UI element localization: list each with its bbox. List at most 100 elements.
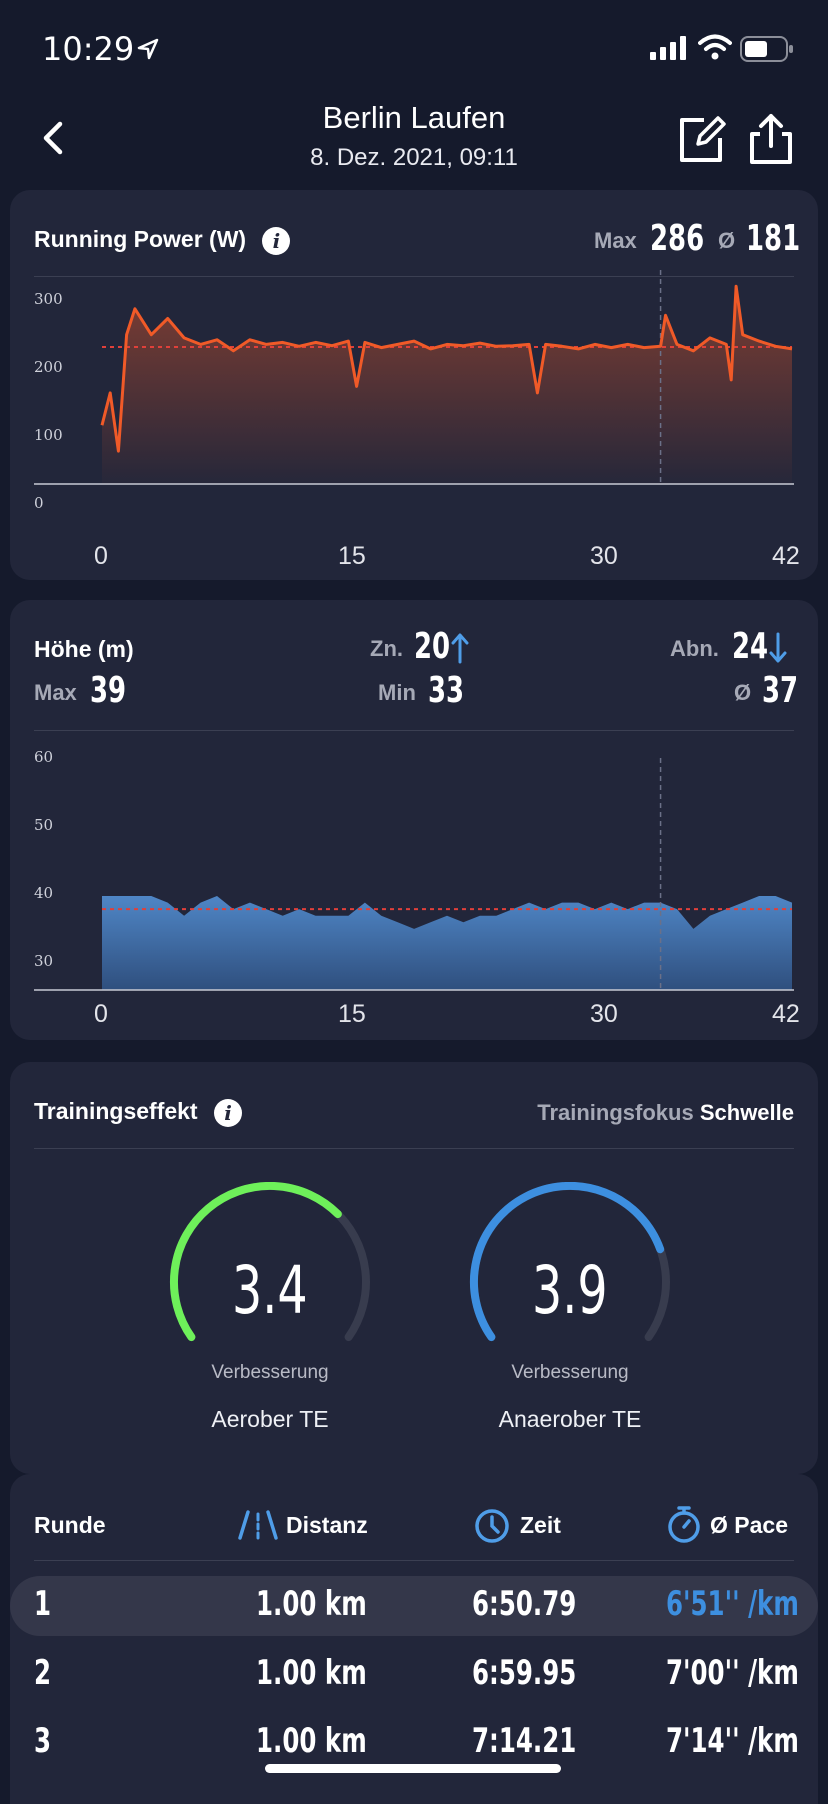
- distance-road-icon: [238, 1510, 278, 1540]
- gauge-fill: [469, 1182, 665, 1342]
- elev-avg-value: 37: [762, 670, 799, 711]
- gain-label: Zn.: [370, 636, 403, 661]
- elevation-chart: [34, 758, 794, 991]
- elevation-area: [102, 896, 792, 990]
- back-chevron-icon[interactable]: [30, 110, 74, 166]
- info-icon[interactable]: i: [214, 1098, 242, 1127]
- page-title: Berlin Laufen: [322, 100, 506, 135]
- loss-value: 24: [732, 626, 769, 667]
- power-avg-label: Ø: [718, 228, 736, 253]
- lap-distance: 1.00 km: [256, 1721, 367, 1761]
- y-tick: 0: [34, 494, 44, 512]
- x-tick: 30: [590, 542, 618, 570]
- elev-max-value: 39: [90, 670, 127, 711]
- y-tick: 30: [34, 952, 54, 970]
- focus-value: Schwelle: [699, 1100, 794, 1125]
- elev-max-label: Max: [34, 680, 77, 705]
- elevation-title: Höhe (m): [34, 636, 134, 662]
- time-header: Zeit: [520, 1512, 561, 1538]
- divider: [34, 730, 794, 731]
- loss-label: Abn.: [670, 636, 719, 661]
- location-arrow-icon: [137, 38, 159, 60]
- info-icon[interactable]: i: [262, 226, 291, 255]
- training-effect-card: Trainingseffekt i Trainingsfokus Schwell…: [10, 1062, 818, 1474]
- x-tick: 30: [590, 1000, 618, 1028]
- elevation-card: Höhe (m) Zn. 20 Abn. 24 Max 39 Min 33 Ø …: [10, 600, 818, 1040]
- elev-avg-label: Ø: [734, 680, 752, 705]
- aerobic-label: Aerober TE: [211, 1406, 329, 1432]
- wifi-icon: [698, 34, 732, 60]
- anaerobic-status: Verbesserung: [511, 1362, 629, 1383]
- x-tick: 15: [338, 1000, 366, 1028]
- home-indicator[interactable]: [265, 1764, 561, 1773]
- divider: [34, 1560, 794, 1561]
- lap-header: Runde: [34, 1512, 106, 1538]
- elev-min-label: Min: [378, 680, 416, 705]
- pace-header: Ø Pace: [710, 1512, 788, 1538]
- power-line: [100, 284, 793, 453]
- y-tick: 200: [34, 358, 63, 376]
- focus-label: Trainingsfokus: [537, 1100, 694, 1125]
- arrow-down-icon: [769, 632, 787, 663]
- power-title-row: Running Power (W) i: [34, 226, 291, 255]
- share-icon[interactable]: [744, 112, 798, 166]
- arrow-up-icon: [451, 633, 469, 664]
- power-stats: Max 286 Ø 181: [584, 218, 804, 262]
- aerobic-value: 3.4: [232, 1252, 308, 1329]
- distance-header: Distanz: [286, 1512, 368, 1538]
- x-tick: 15: [338, 542, 366, 570]
- lap-number: 3: [34, 1721, 52, 1761]
- lap-time: 6:59.95: [472, 1653, 577, 1693]
- x-tick: 0: [94, 1000, 108, 1028]
- power-max-label: Max: [594, 228, 637, 253]
- anaerobic-gauge: [469, 1182, 670, 1342]
- y-tick: 50: [34, 816, 54, 834]
- anaerobic-label: Anaerober TE: [498, 1406, 642, 1432]
- power-chart: [34, 270, 794, 485]
- clock-icon: [475, 1509, 509, 1543]
- table-row[interactable]: 2 1.00 km 6:59.95 7'00'' /km: [10, 1645, 818, 1705]
- table-row[interactable]: 1 1.00 km 6:50.79 6'51'' /km: [10, 1576, 818, 1636]
- elev-min-value: 33: [428, 670, 465, 711]
- lap-distance: 1.00 km: [256, 1653, 367, 1693]
- lap-pace: 7'00'' /km: [666, 1653, 799, 1693]
- running-power-card: Running Power (W) i Max 286 Ø 181 300 20…: [10, 190, 818, 580]
- page-subtitle: 8. Dez. 2021, 09:11: [310, 144, 518, 171]
- training-title-row: Trainingseffekt i: [34, 1098, 242, 1127]
- x-tick: 0: [94, 542, 108, 570]
- power-avg-value: 181: [746, 218, 801, 259]
- y-tick: 60: [34, 748, 54, 766]
- training-title: Trainingseffekt: [34, 1098, 198, 1124]
- table-row[interactable]: 3 1.00 km 7:14.21 7'14'' /km: [10, 1713, 818, 1773]
- aerobic-gauge: [169, 1182, 370, 1342]
- power-title: Running Power (W): [34, 226, 247, 252]
- y-tick: 40: [34, 884, 54, 902]
- stopwatch-icon: [668, 1506, 700, 1543]
- status-bar: 10:29: [0, 0, 828, 90]
- y-tick: 100: [34, 426, 63, 444]
- gauge-fill: [169, 1182, 342, 1342]
- lap-distance: 1.00 km: [256, 1584, 367, 1624]
- laps-card: Runde Distanz Zeit Ø Pace: [10, 1474, 818, 1804]
- divider: [34, 276, 794, 277]
- lap-pace: 6'51'' /km: [666, 1584, 799, 1624]
- battery-icon: [740, 36, 793, 62]
- status-time: 10:29: [42, 30, 135, 68]
- lap-time: 7:14.21: [472, 1721, 577, 1761]
- lap-number: 2: [34, 1653, 52, 1693]
- x-tick: 42: [772, 1000, 800, 1028]
- lap-time: 6:50.79: [472, 1584, 577, 1624]
- y-tick: 300: [34, 290, 63, 308]
- gain-value: 20: [414, 626, 451, 667]
- training-focus: Trainingsfokus Schwelle: [537, 1100, 794, 1126]
- aerobic-status: Verbesserung: [211, 1362, 329, 1383]
- cellular-signal-icon: [650, 36, 686, 60]
- x-tick: 42: [772, 542, 800, 570]
- anaerobic-value: 3.9: [532, 1252, 608, 1329]
- lap-number: 1: [34, 1584, 52, 1624]
- edit-icon[interactable]: [674, 112, 728, 166]
- power-area: [102, 286, 792, 484]
- divider: [34, 1148, 794, 1149]
- power-max-value: 286: [650, 218, 705, 259]
- lap-pace: 7'14'' /km: [666, 1721, 799, 1761]
